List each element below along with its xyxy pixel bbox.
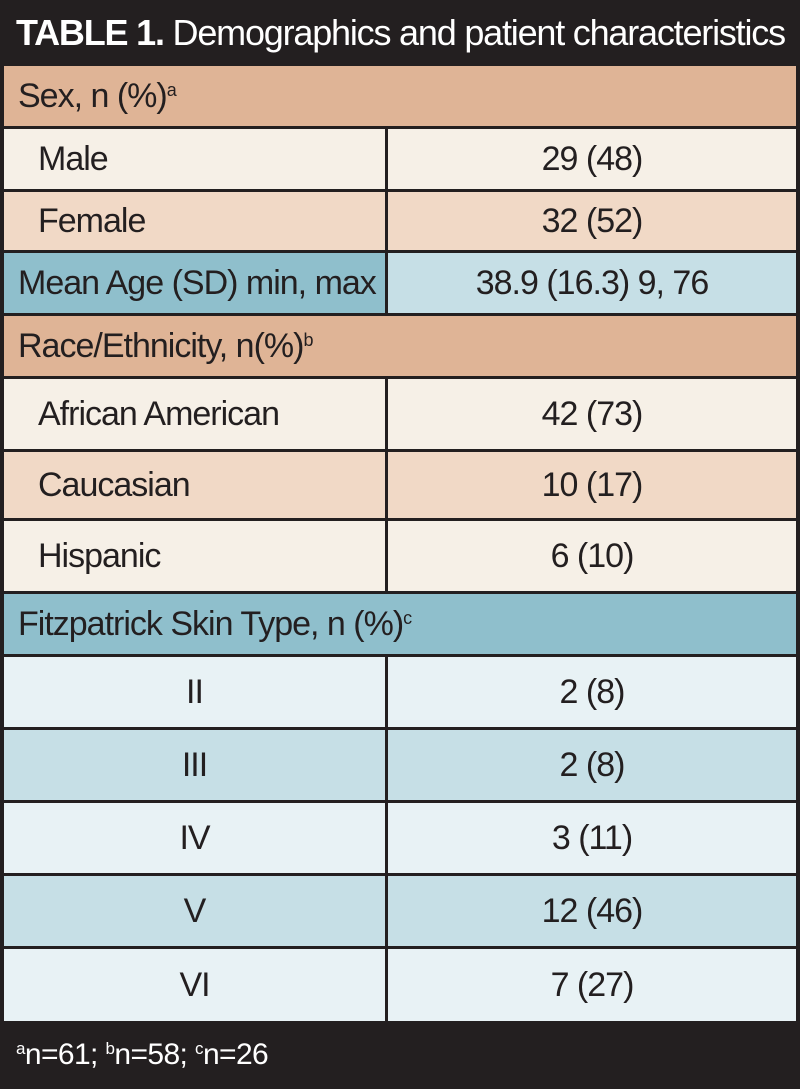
row-label: VI xyxy=(4,949,385,1021)
row-value: 12 (46) xyxy=(388,876,796,946)
row-value: 42 (73) xyxy=(388,379,796,449)
row-value: 2 (8) xyxy=(388,657,796,727)
table-title: TABLE 1. Demographics and patient charac… xyxy=(0,0,800,66)
footnote-text: n=61; xyxy=(24,1038,106,1071)
table-row: V 12 (46) xyxy=(4,876,796,946)
section-label: Sex, n (%) xyxy=(18,76,168,115)
table-caption: Demographics and patient characteristics xyxy=(163,12,787,53)
row-label: V xyxy=(4,876,385,946)
row-label: III xyxy=(4,730,385,800)
table-row: III 2 (8) xyxy=(4,730,796,800)
row-value: 38.9 (16.3) 9, 76 xyxy=(388,253,796,313)
row-label: Caucasian xyxy=(4,452,385,518)
table-row-age: Mean Age (SD) min, max 38.9 (16.3) 9, 76 xyxy=(4,253,796,313)
row-value: 6 (10) xyxy=(388,521,796,591)
section-label: Race/Ethnicity, n(%) xyxy=(18,326,304,365)
table-row: Hispanic 6 (10) xyxy=(4,521,796,591)
row-value: 7 (27) xyxy=(388,949,796,1021)
table-row: African American 42 (73) xyxy=(4,379,796,449)
table-row: IV 3 (11) xyxy=(4,803,796,873)
row-label: IV xyxy=(4,803,385,873)
section-header-race: Race/Ethnicity, n(%) b xyxy=(4,316,796,376)
footnote-text: n=58; xyxy=(114,1038,196,1071)
row-label: Female xyxy=(4,192,385,250)
footnote-marker: a xyxy=(166,79,177,100)
row-label: African American xyxy=(4,379,385,449)
footnote-marker: b xyxy=(303,329,313,350)
footnote-marker: c xyxy=(403,607,412,628)
section-header-fitzpatrick: Fitzpatrick Skin Type, n (%) c xyxy=(4,594,796,654)
row-value: 2 (8) xyxy=(388,730,796,800)
table-row: Caucasian 10 (17) xyxy=(4,452,796,518)
table-row: VI 7 (27) xyxy=(4,949,796,1021)
section-header-sex: Sex, n (%) a xyxy=(4,66,796,126)
row-value: 3 (11) xyxy=(388,803,796,873)
row-value: 32 (52) xyxy=(388,192,796,250)
footnote-marker: a xyxy=(16,1039,25,1058)
table-row: Male 29 (48) xyxy=(4,129,796,189)
footnote-marker: b xyxy=(105,1039,115,1058)
section-label: Fitzpatrick Skin Type, n (%) xyxy=(18,604,404,643)
row-value: 10 (17) xyxy=(388,452,796,518)
footnote-marker: c xyxy=(195,1039,203,1058)
row-label: Male xyxy=(4,129,385,189)
table-footnote: an=61; bn=58; cn=26 xyxy=(0,1024,800,1085)
row-label: II xyxy=(4,657,385,727)
row-value: 29 (48) xyxy=(388,129,796,189)
footnote-text: n=26 xyxy=(202,1038,269,1071)
row-label: Mean Age (SD) min, max xyxy=(4,253,385,313)
table-number: TABLE 1. xyxy=(16,12,165,53)
table-row: II 2 (8) xyxy=(4,657,796,727)
table-row: Female 32 (52) xyxy=(4,192,796,250)
row-label: Hispanic xyxy=(4,521,385,591)
